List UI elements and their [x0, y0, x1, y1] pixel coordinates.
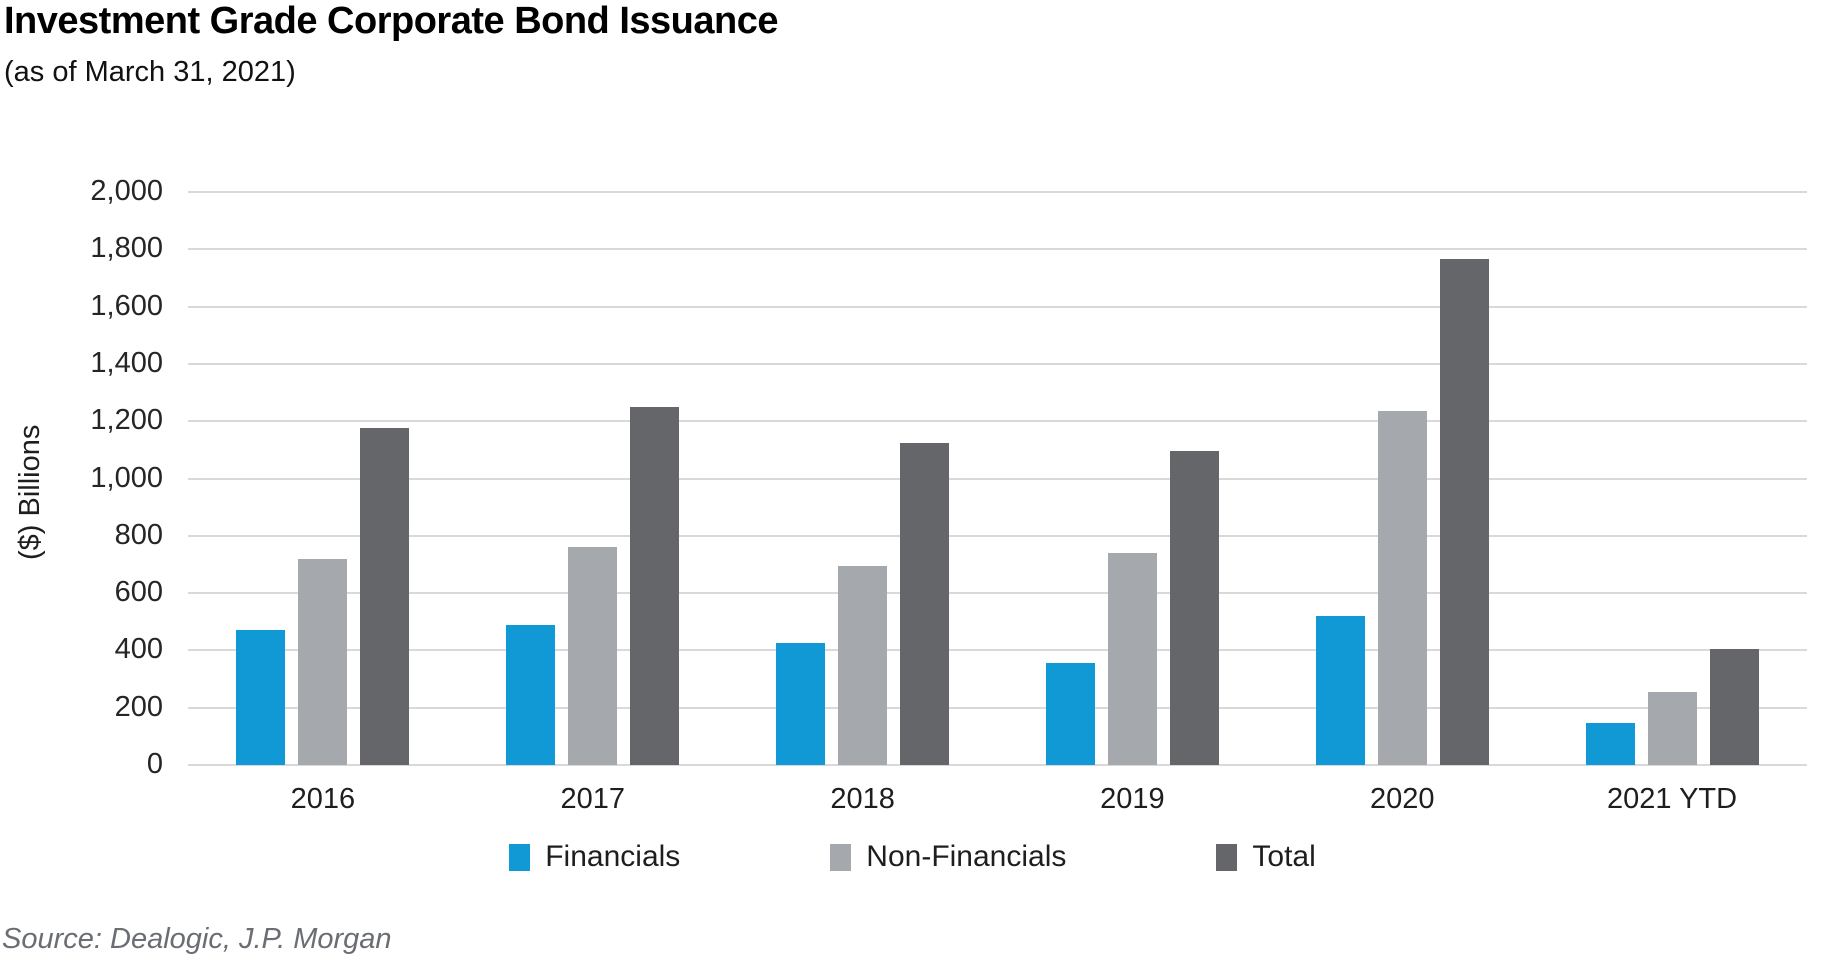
bar-group-2016	[188, 192, 458, 765]
gridline	[188, 477, 1807, 480]
gridline	[188, 248, 1807, 251]
legend-item-total: Total	[1216, 840, 1316, 874]
x-axis-label: 2019	[1100, 783, 1165, 815]
legend: Financials Non-Financials Total	[0, 840, 1825, 874]
gridline	[188, 592, 1807, 595]
x-axis-label: 2017	[560, 783, 625, 815]
y-tick-label: 0	[146, 747, 163, 780]
y-tick-label: 2,000	[90, 174, 163, 207]
bar-non-financials	[1107, 553, 1157, 765]
legend-swatch-icon	[509, 843, 531, 871]
bar-total	[1439, 259, 1489, 765]
x-axis-label: 2021 YTD	[1607, 783, 1738, 815]
x-axis-label: 2020	[1369, 783, 1435, 815]
bar-financials	[776, 643, 826, 765]
x-axis-label: 2018	[830, 783, 895, 815]
bar-group-2020	[1267, 192, 1537, 765]
gridline	[188, 764, 1807, 766]
bar-non-financials	[298, 558, 348, 765]
y-tick-label: 1,000	[90, 461, 163, 494]
chart-title: Investment Grade Corporate Bond Issuance	[4, 0, 778, 42]
legend-label: Financials	[545, 840, 681, 873]
y-tick-label: 1,800	[90, 232, 163, 265]
bar-group-2019	[997, 192, 1267, 765]
bar-financials	[1315, 616, 1365, 765]
x-axis-label: 2016	[290, 783, 356, 815]
y-tick-label: 1,400	[90, 346, 163, 379]
gridline	[188, 534, 1807, 537]
bar-non-financials	[1377, 411, 1427, 765]
legend-label: Non-Financials	[866, 840, 1067, 873]
y-axis-title: ($) Billions	[14, 424, 46, 560]
y-tick-label: 800	[114, 518, 163, 551]
gridline	[188, 305, 1807, 308]
legend-swatch-icon	[1216, 843, 1238, 871]
legend-label: Total	[1252, 840, 1316, 873]
legend-item-financials: Financials	[509, 840, 680, 874]
gridline	[188, 191, 1807, 193]
bar-financials	[1045, 663, 1095, 765]
bar-financials	[236, 630, 286, 765]
bar-total	[630, 406, 680, 765]
source-note: Source: Dealogic, J.P. Morgan	[2, 923, 392, 955]
bar-group-2018	[728, 192, 998, 765]
gridline	[188, 649, 1807, 652]
bar-non-financials	[568, 547, 618, 765]
gridline	[188, 420, 1807, 423]
y-tick-label: 600	[114, 575, 163, 608]
x-axis-labels: 2016 2017 2018 2019 2020 2021 YTD	[188, 783, 1807, 816]
y-tick-label: 1,200	[90, 404, 163, 437]
gridline	[188, 706, 1807, 709]
bar-total	[900, 442, 950, 765]
legend-swatch-icon	[830, 843, 852, 871]
plot-area: 2,000 1,800 1,600 1,400 1,200 1,000 800 600 400 2…	[90, 175, 1807, 780]
bar-total	[1709, 648, 1759, 765]
bar-group-2017	[458, 192, 728, 765]
y-tick-label: 200	[114, 690, 163, 723]
bar-group-2021-ytd	[1537, 192, 1807, 765]
bar-non-financials	[838, 565, 888, 765]
chart-subtitle: (as of March 31, 2021)	[4, 56, 296, 88]
legend-item-non-financials: Non-Financials	[830, 840, 1066, 874]
y-tick-label: 1,600	[90, 289, 163, 322]
bar-total	[1169, 451, 1219, 765]
y-tick-label: 400	[114, 633, 163, 666]
bar-non-financials	[1647, 691, 1697, 765]
gridline	[188, 362, 1807, 365]
bar-financials	[506, 624, 556, 765]
bar-groups	[188, 192, 1807, 765]
bar-total	[360, 428, 410, 765]
bar-financials	[1585, 723, 1635, 765]
